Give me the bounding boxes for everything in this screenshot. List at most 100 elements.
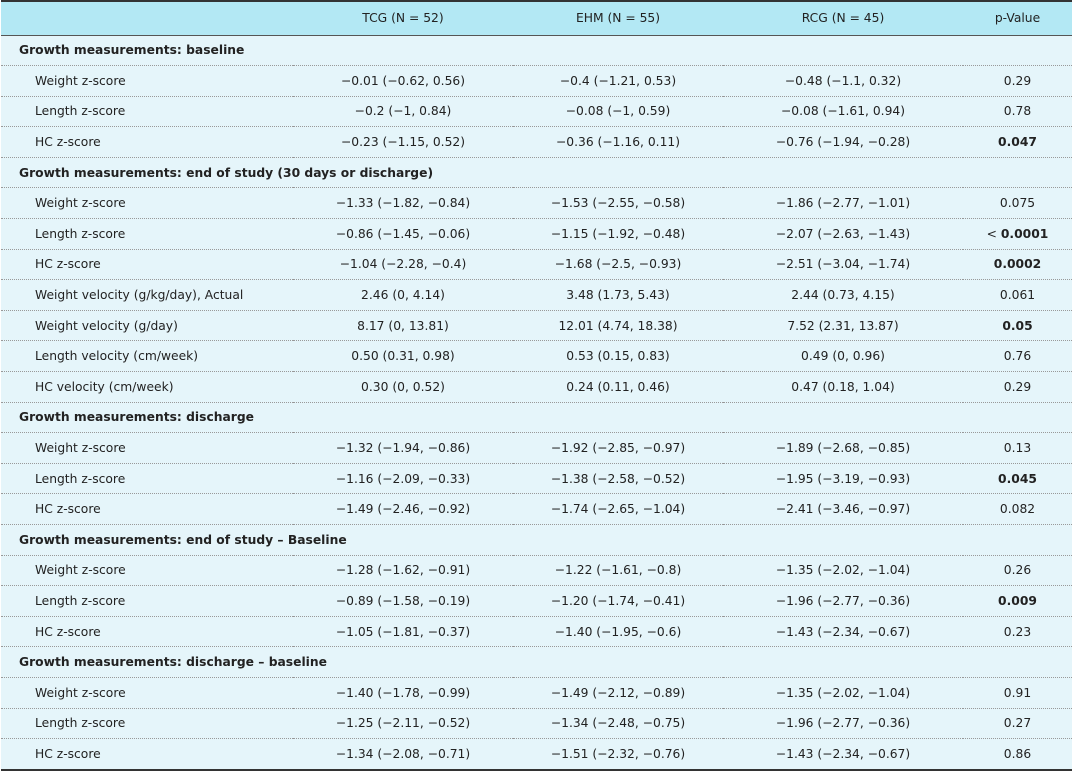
- tcg-value: 2.46 (0, 4.14): [293, 279, 513, 311]
- row-label: Weight z-score: [1, 555, 293, 587]
- section-row: Growth measurements: end of study – Base…: [1, 524, 1072, 556]
- row-label: HC z-score: [1, 616, 293, 648]
- row-label: Weight velocity (g/kg/day), Actual: [1, 279, 293, 311]
- ehm-value: −1.49 (−2.12, −0.89): [513, 677, 723, 709]
- p-value: 0.082: [999, 502, 1036, 517]
- tcg-value: −0.01 (−0.62, 0.56): [293, 65, 513, 97]
- row-label: Length z-score: [1, 218, 293, 250]
- tcg-value: −1.04 (−2.28, −0.4): [293, 249, 513, 281]
- ehm-value: 0.24 (0.11, 0.46): [513, 371, 723, 403]
- row-label: Length z-score: [1, 96, 293, 128]
- header-label: [1, 1, 293, 36]
- p-value: 0.86: [1003, 746, 1032, 761]
- p-value-cell: < 0.0001: [963, 218, 1072, 250]
- ehm-value: −0.4 (−1.21, 0.53): [513, 65, 723, 97]
- table-row: Length z-score −0.86 (−1.45, −0.06) −1.15 …: [1, 218, 1072, 250]
- table-row: HC z-score −1.34 (−2.08, −0.71) −1.51 (−2.…: [1, 738, 1072, 771]
- p-value: 0.047: [998, 135, 1037, 150]
- tcg-value: −0.89 (−1.58, −0.19): [293, 585, 513, 617]
- rcg-value: −2.07 (−2.63, −1.43): [723, 218, 963, 250]
- p-value: 0.075: [999, 196, 1036, 211]
- p-value-cell: 0.29: [963, 371, 1072, 403]
- table-row: Weight z-score −1.32 (−1.94, −0.86) −1.92 …: [1, 432, 1072, 464]
- p-value: 0.29: [1003, 73, 1032, 88]
- p-value: 0.05: [1002, 318, 1033, 333]
- rcg-value: −0.08 (−1.61, 0.94): [723, 96, 963, 128]
- p-value: 0.0001: [1000, 226, 1049, 241]
- p-value: 0.0002: [993, 257, 1042, 272]
- p-value: 0.29: [1003, 379, 1032, 394]
- table-row: Length z-score −1.16 (−2.09, −0.33) −1.38 …: [1, 463, 1072, 495]
- tcg-value: 0.50 (0.31, 0.98): [293, 340, 513, 373]
- row-label: Weight z-score: [1, 65, 293, 97]
- p-value-cell: 0.082: [963, 493, 1072, 525]
- tcg-value: −1.49 (−2.46, −0.92): [293, 493, 513, 525]
- row-label: Weight velocity (g/day): [1, 310, 293, 342]
- row-label: HC z-score: [1, 249, 293, 281]
- header-tcg: TCG (N = 52): [293, 1, 513, 36]
- row-label: Length z-score: [1, 463, 293, 495]
- ehm-value: −1.40 (−1.95, −0.6): [513, 616, 723, 648]
- ehm-value: 3.48 (1.73, 5.43): [513, 279, 723, 311]
- header-p-value: p-Value: [963, 1, 1072, 36]
- row-label: HC z-score: [1, 738, 293, 771]
- p-value-cell: 0.13: [963, 432, 1072, 464]
- table-row: Weight z-score −1.28 (−1.62, −0.91) −1.22 …: [1, 555, 1072, 587]
- p-value-cell: 0.045: [963, 463, 1072, 495]
- tcg-value: −1.16 (−2.09, −0.33): [293, 463, 513, 495]
- ehm-value: −1.51 (−2.32, −0.76): [513, 738, 723, 771]
- section-title: Growth measurements: discharge: [1, 402, 1072, 434]
- table-row: Length z-score −1.25 (−2.11, −0.52) −1.34 …: [1, 708, 1072, 740]
- p-value-cell: 0.23: [963, 616, 1072, 648]
- p-value-cell: 0.26: [963, 555, 1072, 587]
- p-value: 0.045: [998, 471, 1037, 486]
- p-value-cell: 0.05: [963, 310, 1072, 342]
- table-row: HC z-score −1.05 (−1.81, −0.37) −1.40 (−1.…: [1, 616, 1072, 648]
- header-rcg: RCG (N = 45): [723, 1, 963, 36]
- row-label: Length z-score: [1, 585, 293, 617]
- p-value-cell: 0.075: [963, 187, 1072, 220]
- p-value-cell: 0.061: [963, 279, 1072, 311]
- rcg-value: −1.43 (−2.34, −0.67): [723, 616, 963, 648]
- rcg-value: 2.44 (0.73, 4.15): [723, 279, 963, 311]
- table-row: Weight z-score −1.33 (−1.82, −0.84) −1.53 …: [1, 187, 1072, 220]
- row-label: HC z-score: [1, 126, 293, 158]
- ehm-value: 12.01 (4.74, 18.38): [513, 310, 723, 342]
- p-value-cell: 0.91: [963, 677, 1072, 709]
- table-row: Length z-score −0.89 (−1.58, −0.19) −1.20 …: [1, 585, 1072, 617]
- p-value: 0.91: [1003, 685, 1032, 700]
- row-label: Length z-score: [1, 708, 293, 740]
- row-label: Weight z-score: [1, 187, 293, 220]
- section-row: Growth measurements: discharge: [1, 402, 1072, 434]
- table-row: Weight velocity (g/kg/day), Actual 2.46 (…: [1, 279, 1072, 311]
- tcg-value: −1.40 (−1.78, −0.99): [293, 677, 513, 709]
- rcg-value: −1.95 (−3.19, −0.93): [723, 463, 963, 495]
- ehm-value: −1.92 (−2.85, −0.97): [513, 432, 723, 464]
- ehm-value: −0.36 (−1.16, 0.11): [513, 126, 723, 158]
- ehm-value: −1.20 (−1.74, −0.41): [513, 585, 723, 617]
- p-value: 0.27: [1003, 716, 1032, 731]
- p-value: 0.78: [1003, 104, 1032, 119]
- tcg-value: −1.33 (−1.82, −0.84): [293, 187, 513, 220]
- p-value-prefix: <: [986, 226, 1001, 241]
- rcg-value: 7.52 (2.31, 13.87): [723, 310, 963, 342]
- rcg-value: 0.47 (0.18, 1.04): [723, 371, 963, 403]
- section-row: Growth measurements: baseline: [1, 35, 1072, 67]
- tcg-value: 0.30 (0, 0.52): [293, 371, 513, 403]
- p-value: 0.26: [1003, 563, 1032, 578]
- section-row: Growth measurements: discharge – baselin…: [1, 646, 1072, 678]
- tcg-value: −1.28 (−1.62, −0.91): [293, 555, 513, 587]
- p-value-cell: 0.0002: [963, 249, 1072, 281]
- rcg-value: −0.76 (−1.94, −0.28): [723, 126, 963, 158]
- ehm-value: −1.53 (−2.55, −0.58): [513, 187, 723, 220]
- rcg-value: −1.35 (−2.02, −1.04): [723, 555, 963, 587]
- section-title: Growth measurements: discharge – baselin…: [1, 646, 1072, 678]
- p-value-cell: 0.009: [963, 585, 1072, 617]
- p-value: 0.23: [1003, 624, 1032, 639]
- row-label: Length velocity (cm/week): [1, 340, 293, 373]
- ehm-value: −1.68 (−2.5, −0.93): [513, 249, 723, 281]
- rcg-value: −1.35 (−2.02, −1.04): [723, 677, 963, 709]
- rcg-value: −1.96 (−2.77, −0.36): [723, 585, 963, 617]
- ehm-value: −1.38 (−2.58, −0.52): [513, 463, 723, 495]
- section-title: Growth measurements: baseline: [1, 35, 1072, 67]
